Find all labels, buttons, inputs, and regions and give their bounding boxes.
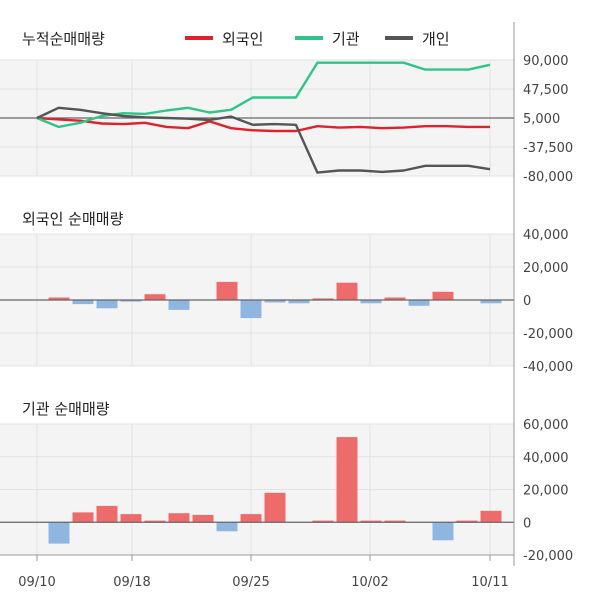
foreign-bar xyxy=(336,282,358,300)
institution-bar xyxy=(216,522,238,532)
institution-bar xyxy=(96,505,118,523)
institution-bar xyxy=(144,520,166,523)
foreign-y-tick-label: 20,000 xyxy=(523,261,569,276)
institution-bar xyxy=(264,492,286,523)
institution-y-tick-label: 60,000 xyxy=(523,418,569,433)
institution-bar xyxy=(72,512,94,523)
foreign-bar xyxy=(408,300,430,306)
panel-foreign-title: 외국인 순매매량 xyxy=(22,210,124,228)
series-line-individual xyxy=(36,106,491,174)
foreign-bar xyxy=(72,300,94,305)
foreign-bar xyxy=(168,300,190,310)
foreign-bar xyxy=(288,300,310,304)
institution-bar xyxy=(192,514,214,523)
foreign-y-tick-label: -20,000 xyxy=(523,327,573,342)
cumulative-y-tick-label: 5,000 xyxy=(523,112,560,127)
x-tick-label: 09/18 xyxy=(113,575,150,590)
institution-y-tick-label: 40,000 xyxy=(523,451,569,466)
institution-y-tick-label: 0 xyxy=(523,516,531,531)
foreign-bar xyxy=(384,297,406,300)
cumulative-y-tick-label: -80,000 xyxy=(523,170,573,185)
foreign-bar xyxy=(312,298,334,300)
institution-y-tick-label: 20,000 xyxy=(523,484,569,499)
x-tick-label: 09/25 xyxy=(232,575,269,590)
institution-bar xyxy=(456,520,478,523)
panel-foreign: 40,000 20,000 0 -20,000 -40,000 xyxy=(0,228,573,375)
institution-bar xyxy=(240,514,262,523)
foreign-y-tick-label: 40,000 xyxy=(523,228,569,243)
institution-bar xyxy=(48,522,70,544)
foreign-bar xyxy=(480,300,502,304)
foreign-y-tick-label: 0 xyxy=(523,294,531,309)
institution-bar xyxy=(360,520,382,523)
institution-y-tick-label: -20,000 xyxy=(523,549,573,564)
foreign-bar xyxy=(264,300,286,303)
foreign-y-tick-label: -40,000 xyxy=(523,360,573,375)
x-tick-label: 10/11 xyxy=(471,575,508,590)
institution-bar xyxy=(480,510,502,523)
series-line-foreign xyxy=(36,116,490,133)
foreign-bar xyxy=(120,300,142,302)
panel-cumulative-title: 누적순매매량 xyxy=(22,30,105,48)
foreign-bar xyxy=(432,291,454,301)
foreign-bar xyxy=(144,294,166,300)
x-tick-label: 10/02 xyxy=(351,575,388,590)
foreign-bar xyxy=(96,300,118,309)
cumulative-y-tick-label: 90,000 xyxy=(523,54,569,69)
institution-bar xyxy=(312,520,334,523)
foreign-bar xyxy=(240,300,262,319)
institution-bar xyxy=(384,520,406,523)
institution-bar xyxy=(432,522,454,541)
institution-bar xyxy=(336,437,358,523)
foreign-bar xyxy=(48,297,70,300)
panel-institution-title: 기관 순매매량 xyxy=(22,400,110,418)
legend: 외국인 기관 개인 xyxy=(185,30,450,48)
institution-bar xyxy=(120,514,142,523)
foreign-bar xyxy=(216,281,238,300)
legend-label-individual: 개인 xyxy=(422,30,450,48)
x-tick-label: 09/10 xyxy=(18,575,55,590)
legend-label-foreign: 외국인 xyxy=(222,30,263,48)
cumulative-y-tick-label: -37,500 xyxy=(523,141,573,156)
panel-cumulative: 90,000 47,500 5,000 -37,500 -80,000 xyxy=(0,54,573,185)
cumulative-y-tick-label: 47,500 xyxy=(523,83,569,98)
foreign-bar xyxy=(360,300,382,304)
institution-bar xyxy=(168,513,190,523)
x-axis: 09/10 09/18 09/25 10/02 10/11 xyxy=(0,554,514,590)
legend-label-institution: 기관 xyxy=(332,30,360,48)
